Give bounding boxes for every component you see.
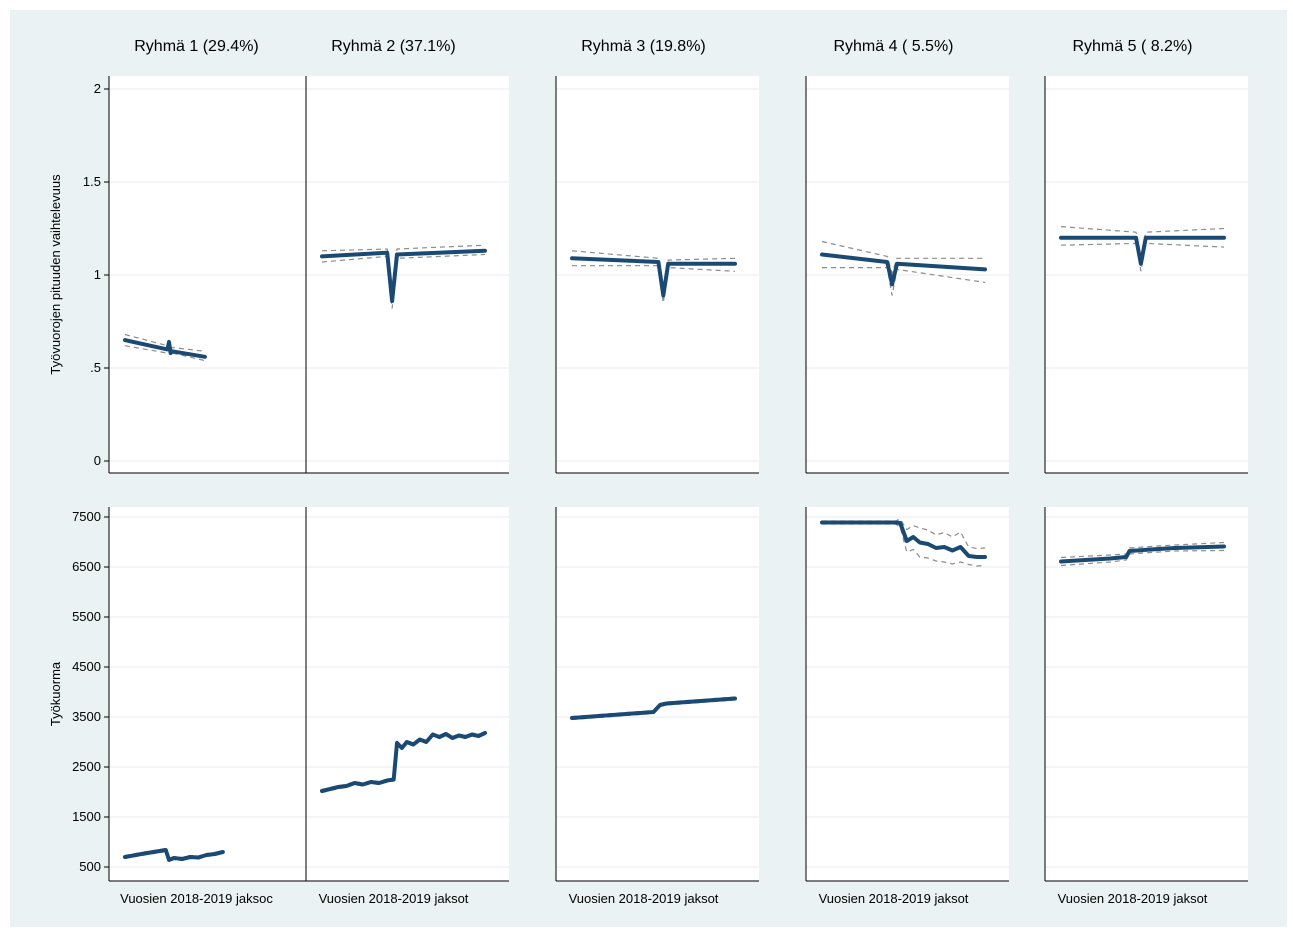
ci-upper-line — [571, 250, 736, 289]
y-tick-label: 1500 — [72, 809, 101, 824]
y-tick-label: 6500 — [72, 559, 101, 574]
ci-upper-line — [1060, 541, 1225, 559]
panel-title: Ryhmä 4 ( 5.5%) — [833, 38, 953, 55]
estimate-line — [820, 252, 987, 287]
estimate-line — [1059, 235, 1226, 266]
panel-plot-area — [306, 507, 509, 881]
y-tick-label: 3500 — [72, 709, 101, 724]
estimate-line — [820, 520, 987, 559]
x-axis-label: Vuosien 2018-2019 jaksot — [1058, 891, 1208, 906]
y-tick-label: 4500 — [72, 659, 101, 674]
x-axis-label: Vuosien 2018-2019 jaksoc — [120, 891, 273, 906]
panel-plot-area — [806, 507, 1009, 881]
x-axis-label: Vuosien 2018-2019 jaksot — [319, 891, 469, 906]
panel-plot-area — [1045, 507, 1248, 881]
x-axis-label: Vuosien 2018-2019 jaksot — [819, 891, 969, 906]
panel-title: Ryhmä 2 (37.1%) — [331, 38, 456, 55]
panel-title: Ryhmä 5 ( 8.2%) — [1072, 38, 1192, 55]
estimate-line — [570, 696, 737, 720]
y-axis-label-bottom: Työkuorma — [48, 661, 63, 726]
ci-lower-line — [572, 265, 736, 303]
estimate-line — [1059, 544, 1226, 564]
ci-lower-line — [321, 253, 486, 309]
y-tick-label: 500 — [79, 859, 101, 874]
y-tick-label: .5 — [90, 360, 101, 375]
y-tick-label: 2500 — [72, 759, 101, 774]
ci-upper-line — [822, 518, 986, 550]
panel-title: Ryhmä 3 (19.8%) — [581, 38, 706, 55]
ci-upper-line — [821, 240, 985, 276]
estimate-line — [123, 338, 207, 359]
estimate-line — [320, 731, 487, 793]
panel-plot-area — [109, 507, 312, 881]
panel-title: Ryhmä 1 (29.4%) — [134, 38, 259, 55]
estimate-line — [570, 256, 737, 298]
y-tick-label: 1.5 — [83, 174, 101, 189]
y-tick-label: 7500 — [72, 509, 101, 524]
y-axis-label-top: Työvuorojen pituuden vaihtelevuus — [48, 174, 63, 375]
ci-lower-line — [822, 523, 986, 567]
panel-plot-area — [556, 507, 759, 881]
y-tick-label: 1 — [94, 267, 101, 282]
ci-lower-line — [822, 267, 986, 296]
y-tick-label: 2 — [94, 81, 101, 96]
ci-lower-line — [1060, 242, 1225, 272]
x-axis-label: Vuosien 2018-2019 jaksot — [569, 891, 719, 906]
estimate-line — [123, 848, 225, 862]
estimate-line — [320, 248, 487, 303]
y-tick-label: 5500 — [72, 609, 101, 624]
y-tick-label: 0 — [94, 453, 101, 468]
